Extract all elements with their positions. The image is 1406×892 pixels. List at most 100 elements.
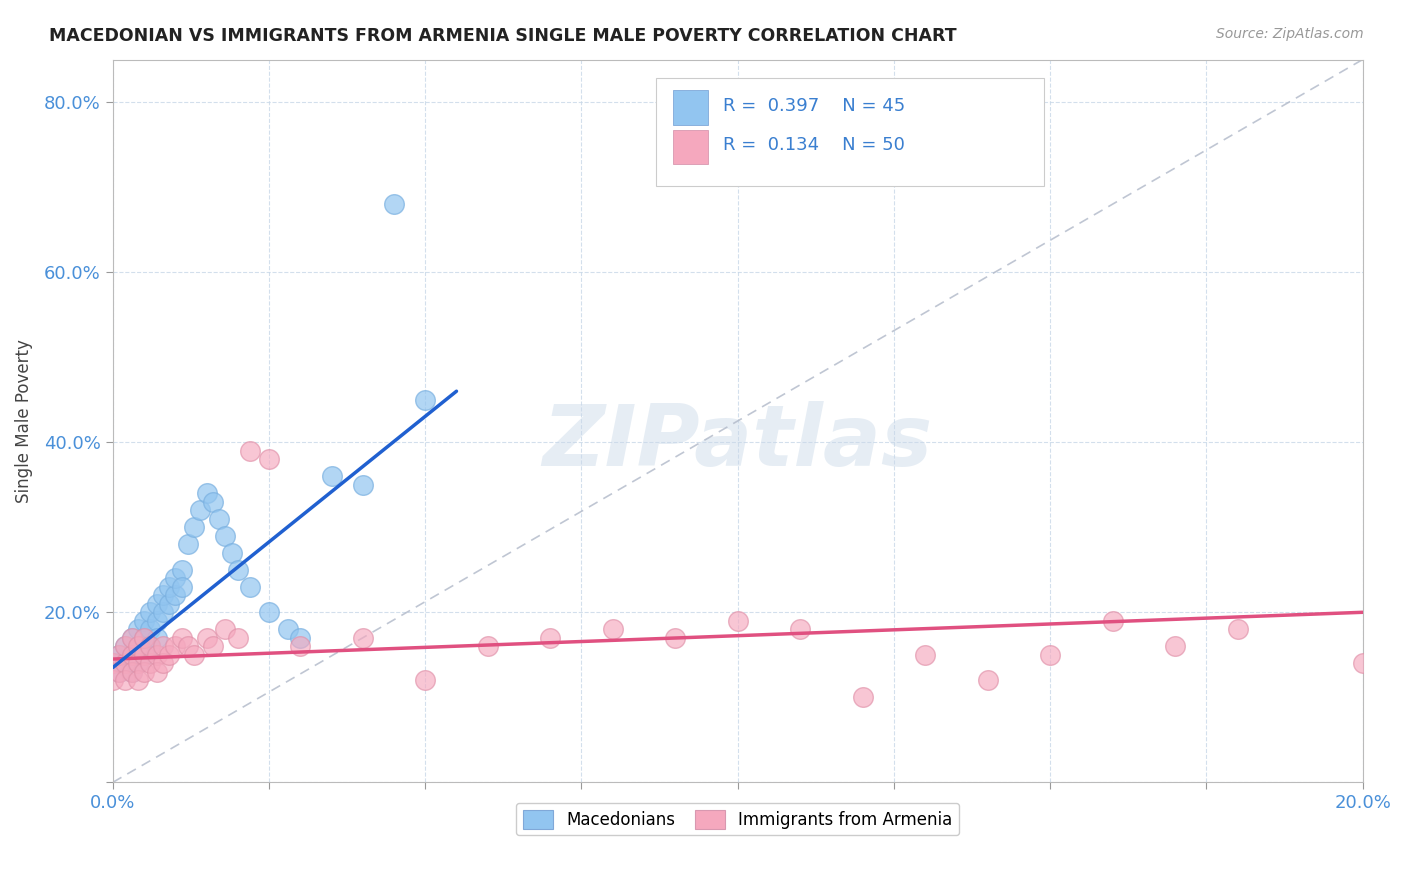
Immigrants from Armenia [132, 631, 155, 645]
Macedonians [121, 665, 143, 679]
Immigrants from Armenia [214, 622, 236, 636]
Immigrants from Armenia [1351, 657, 1374, 671]
Legend: Macedonians, Immigrants from Armenia: Macedonians, Immigrants from Armenia [516, 803, 959, 836]
Immigrants from Armenia [226, 631, 249, 645]
Macedonians [221, 546, 243, 560]
Macedonians [208, 512, 231, 526]
Macedonians [165, 571, 187, 585]
Immigrants from Armenia [114, 640, 136, 654]
Immigrants from Armenia [352, 631, 374, 645]
Immigrants from Armenia [602, 622, 624, 636]
Y-axis label: Single Male Poverty: Single Male Poverty [15, 339, 32, 503]
Text: R =  0.397    N = 45: R = 0.397 N = 45 [723, 97, 905, 115]
Immigrants from Armenia [538, 631, 561, 645]
Immigrants from Armenia [127, 640, 149, 654]
Immigrants from Armenia [195, 631, 218, 645]
Macedonians [177, 537, 200, 551]
Macedonians [183, 520, 205, 534]
Immigrants from Armenia [201, 640, 224, 654]
Macedonians [201, 495, 224, 509]
Macedonians [101, 657, 124, 671]
Macedonians [257, 605, 280, 619]
Text: ZIPatlas: ZIPatlas [543, 401, 932, 484]
Immigrants from Armenia [157, 648, 180, 662]
Macedonians [139, 640, 162, 654]
Text: Source: ZipAtlas.com: Source: ZipAtlas.com [1216, 27, 1364, 41]
Macedonians [114, 640, 136, 654]
Macedonians [382, 197, 405, 211]
Macedonians [139, 622, 162, 636]
Macedonians [127, 640, 149, 654]
Immigrants from Armenia [121, 665, 143, 679]
Immigrants from Armenia [413, 673, 436, 688]
Immigrants from Armenia [132, 665, 155, 679]
Macedonians [132, 614, 155, 628]
Immigrants from Armenia [132, 648, 155, 662]
Immigrants from Armenia [239, 443, 262, 458]
Macedonians [108, 648, 131, 662]
Immigrants from Armenia [114, 673, 136, 688]
Immigrants from Armenia [114, 657, 136, 671]
Macedonians [121, 631, 143, 645]
Immigrants from Armenia [127, 673, 149, 688]
Macedonians [114, 657, 136, 671]
Immigrants from Armenia [101, 657, 124, 671]
Macedonians [139, 605, 162, 619]
Immigrants from Armenia [121, 648, 143, 662]
Immigrants from Armenia [789, 622, 811, 636]
Macedonians [132, 648, 155, 662]
Immigrants from Armenia [477, 640, 499, 654]
FancyBboxPatch shape [657, 78, 1043, 186]
Macedonians [170, 580, 193, 594]
Immigrants from Armenia [976, 673, 998, 688]
Immigrants from Armenia [257, 452, 280, 467]
Macedonians [321, 469, 343, 483]
Immigrants from Armenia [108, 648, 131, 662]
Immigrants from Armenia [852, 690, 875, 705]
Immigrants from Armenia [152, 657, 174, 671]
Macedonians [157, 597, 180, 611]
Immigrants from Armenia [664, 631, 686, 645]
Immigrants from Armenia [145, 648, 167, 662]
Immigrants from Armenia [1101, 614, 1123, 628]
Macedonians [152, 605, 174, 619]
Immigrants from Armenia [121, 631, 143, 645]
Immigrants from Armenia [183, 648, 205, 662]
Immigrants from Armenia [727, 614, 749, 628]
Immigrants from Armenia [1164, 640, 1187, 654]
FancyBboxPatch shape [672, 129, 707, 164]
Immigrants from Armenia [177, 640, 200, 654]
FancyBboxPatch shape [672, 90, 707, 125]
Macedonians [214, 529, 236, 543]
Macedonians [170, 563, 193, 577]
Text: MACEDONIAN VS IMMIGRANTS FROM ARMENIA SINGLE MALE POVERTY CORRELATION CHART: MACEDONIAN VS IMMIGRANTS FROM ARMENIA SI… [49, 27, 957, 45]
Immigrants from Armenia [139, 640, 162, 654]
Macedonians [290, 631, 312, 645]
Immigrants from Armenia [108, 665, 131, 679]
Immigrants from Armenia [914, 648, 936, 662]
Immigrants from Armenia [290, 640, 312, 654]
Immigrants from Armenia [1226, 622, 1249, 636]
Macedonians [413, 392, 436, 407]
Macedonians [352, 477, 374, 491]
Macedonians [239, 580, 262, 594]
Macedonians [145, 614, 167, 628]
Immigrants from Armenia [1039, 648, 1062, 662]
Immigrants from Armenia [101, 673, 124, 688]
Macedonians [188, 503, 211, 517]
Immigrants from Armenia [170, 631, 193, 645]
Immigrants from Armenia [145, 665, 167, 679]
Macedonians [157, 580, 180, 594]
Immigrants from Armenia [127, 657, 149, 671]
Macedonians [132, 631, 155, 645]
Macedonians [152, 588, 174, 602]
Macedonians [165, 588, 187, 602]
Macedonians [108, 665, 131, 679]
Macedonians [145, 597, 167, 611]
Macedonians [277, 622, 299, 636]
Macedonians [127, 657, 149, 671]
Macedonians [127, 622, 149, 636]
Immigrants from Armenia [165, 640, 187, 654]
Text: R =  0.134    N = 50: R = 0.134 N = 50 [723, 136, 904, 154]
Immigrants from Armenia [139, 657, 162, 671]
